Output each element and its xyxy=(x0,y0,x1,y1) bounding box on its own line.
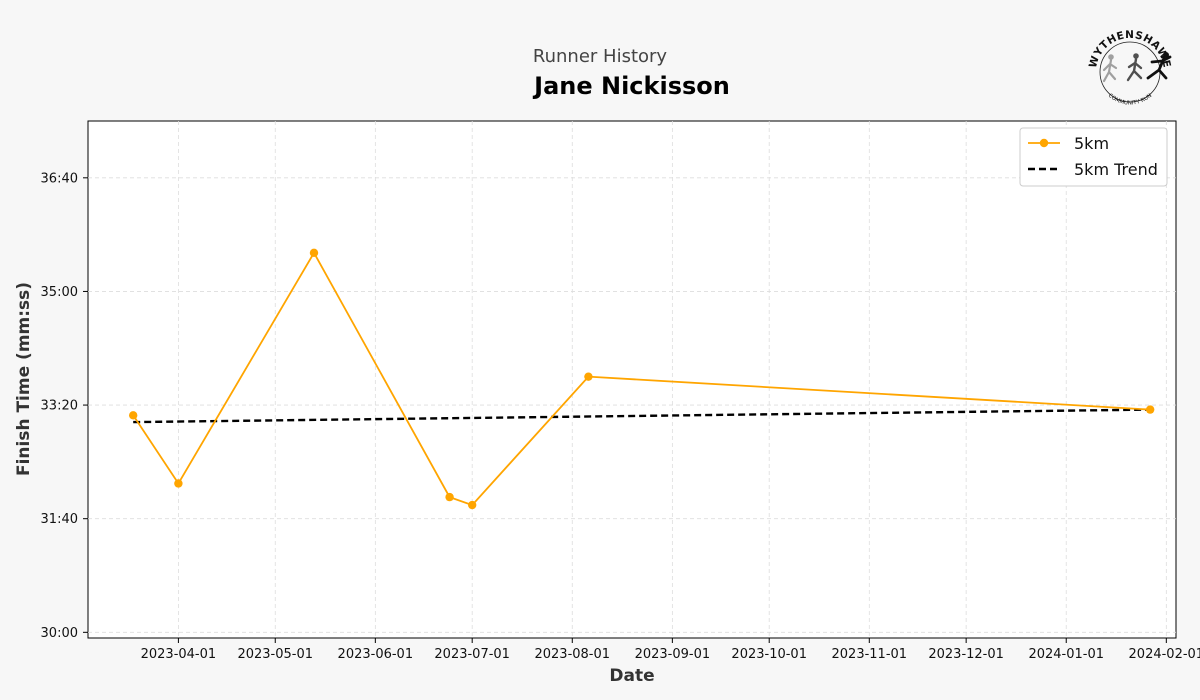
axes: 2023-04-01 2023-05-01 2023-06-01 2023-07-01… xyxy=(41,171,1200,662)
chart-title: Jane Nickisson xyxy=(534,72,730,100)
chart-supertitle: Runner History xyxy=(532,46,668,67)
y-tick-label: 30:00 xyxy=(41,626,78,641)
legend: 5km 5km Trend xyxy=(1019,127,1168,187)
legend-label-5km: 5km xyxy=(1074,134,1109,153)
trend-line xyxy=(133,408,1151,424)
data-point xyxy=(309,248,319,258)
running-figures-icon: WYTHENSHAWE COMMUNITY RUN xyxy=(1087,29,1172,107)
series-layer xyxy=(128,248,1155,510)
x-tick-label: 2023-07-01 xyxy=(434,647,510,662)
x-tick-label: 2023-04-01 xyxy=(141,647,217,662)
data-point xyxy=(584,372,593,381)
grid-lines xyxy=(88,121,1176,638)
legend-marker-5km xyxy=(1039,138,1049,148)
data-point xyxy=(445,492,454,502)
y-tick-label: 36:40 xyxy=(41,171,78,186)
x-tick-label: 2023-05-01 xyxy=(237,647,313,662)
x-tick-label: 2023-08-01 xyxy=(534,647,610,662)
x-tick-label: 2024-02-01 xyxy=(1129,647,1200,662)
x-tick-label: 2023-12-01 xyxy=(928,647,1004,662)
data-point xyxy=(174,479,183,488)
data-point xyxy=(128,411,138,420)
y-axis-label: Finish Time (mm:ss) xyxy=(14,282,34,476)
y-tick-label: 35:00 xyxy=(41,285,78,300)
x-tick-label: 2023-10-01 xyxy=(731,647,807,662)
x-axis-label: Date xyxy=(609,666,654,686)
data-point xyxy=(467,500,477,510)
legend-label-trend: 5km Trend xyxy=(1074,160,1158,179)
x-tick-label: 2024-01-01 xyxy=(1028,647,1104,662)
y-tick-label: 31:40 xyxy=(41,512,78,527)
x-tick-label: 2023-09-01 xyxy=(635,647,711,662)
chart-header: Runner History Jane Nickisson xyxy=(0,0,1200,110)
x-tick-label: 2023-11-01 xyxy=(832,647,908,662)
x-tick-label: 2023-06-01 xyxy=(338,647,414,662)
data-point xyxy=(1145,405,1155,414)
y-tick-label: 33:20 xyxy=(41,399,78,414)
wythenshawe-logo: WYTHENSHAWE COMMUNITY RUN xyxy=(1084,26,1176,118)
